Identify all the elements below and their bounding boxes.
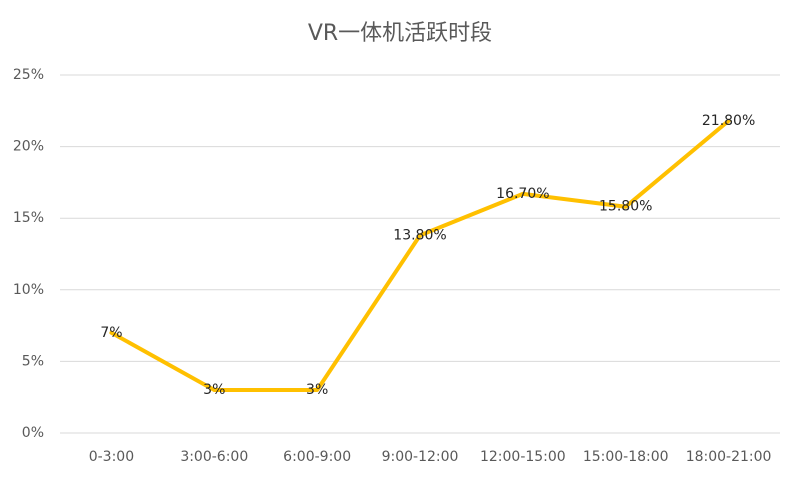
x-tick-label: 3:00-6:00 (180, 449, 248, 465)
data-label: 3% (203, 382, 225, 398)
x-tick-label: 9:00-12:00 (382, 449, 459, 465)
y-tick-label: 25% (13, 67, 44, 83)
data-label: 16.70% (496, 186, 549, 202)
x-tick-label: 18:00-21:00 (686, 449, 772, 465)
y-tick-label: 0% (22, 425, 44, 441)
data-label: 15.80% (599, 199, 652, 215)
y-tick-label: 20% (13, 139, 44, 155)
x-tick-label: 6:00-9:00 (283, 449, 351, 465)
data-label: 3% (306, 382, 328, 398)
data-label: 7% (100, 325, 122, 341)
x-tick-label: 15:00-18:00 (583, 449, 669, 465)
data-label: 21.80% (702, 113, 755, 129)
data-label: 13.80% (393, 227, 446, 243)
y-tick-label: 5% (22, 353, 44, 369)
line (109, 118, 731, 393)
y-tick-label: 10% (13, 282, 44, 298)
x-tick-label: 12:00-15:00 (480, 449, 566, 465)
chart-title: VR一体机活跃时段 (308, 21, 492, 46)
y-tick-label: 15% (13, 210, 44, 226)
x-tick-label: 0-3:00 (89, 449, 134, 465)
